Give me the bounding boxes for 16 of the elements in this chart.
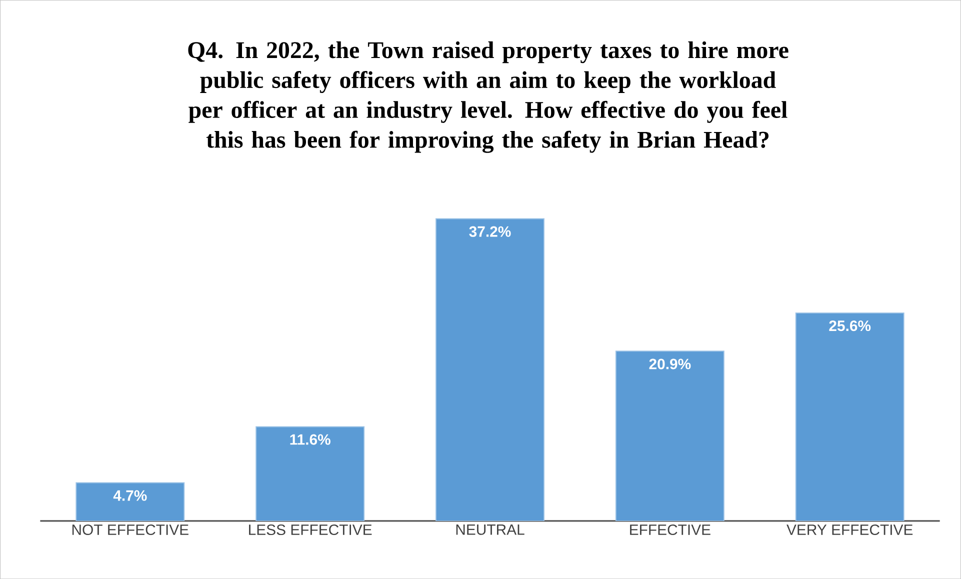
bar: [256, 426, 365, 521]
x-tick-label: NEUTRAL: [456, 524, 524, 535]
x-tick-label: NOT EFFECTIVE: [72, 524, 188, 535]
bar: [615, 350, 724, 521]
bar: [76, 482, 185, 521]
data-label: 25.6%: [829, 320, 871, 332]
chart-title: Q4. In 2022, the Town raised property taxes to hire more public safety officers with an aim to keep the workload per officer at an industry level. How effective do you feel this has been for improving the safety in Brian Head?: [188, 41, 788, 153]
bar: [795, 312, 904, 521]
x-tick-label: EFFECTIVE: [630, 524, 710, 535]
data-label: 37.2%: [469, 226, 511, 237]
x-tick-label: VERY EFFECTIVE: [786, 524, 913, 535]
x-tick-label: LESS EFFECTIVE: [249, 524, 372, 535]
data-label: 4.7%: [113, 490, 147, 501]
bar: [436, 218, 544, 521]
data-label: 20.9%: [649, 358, 691, 370]
data-label: 11.6%: [290, 434, 330, 445]
